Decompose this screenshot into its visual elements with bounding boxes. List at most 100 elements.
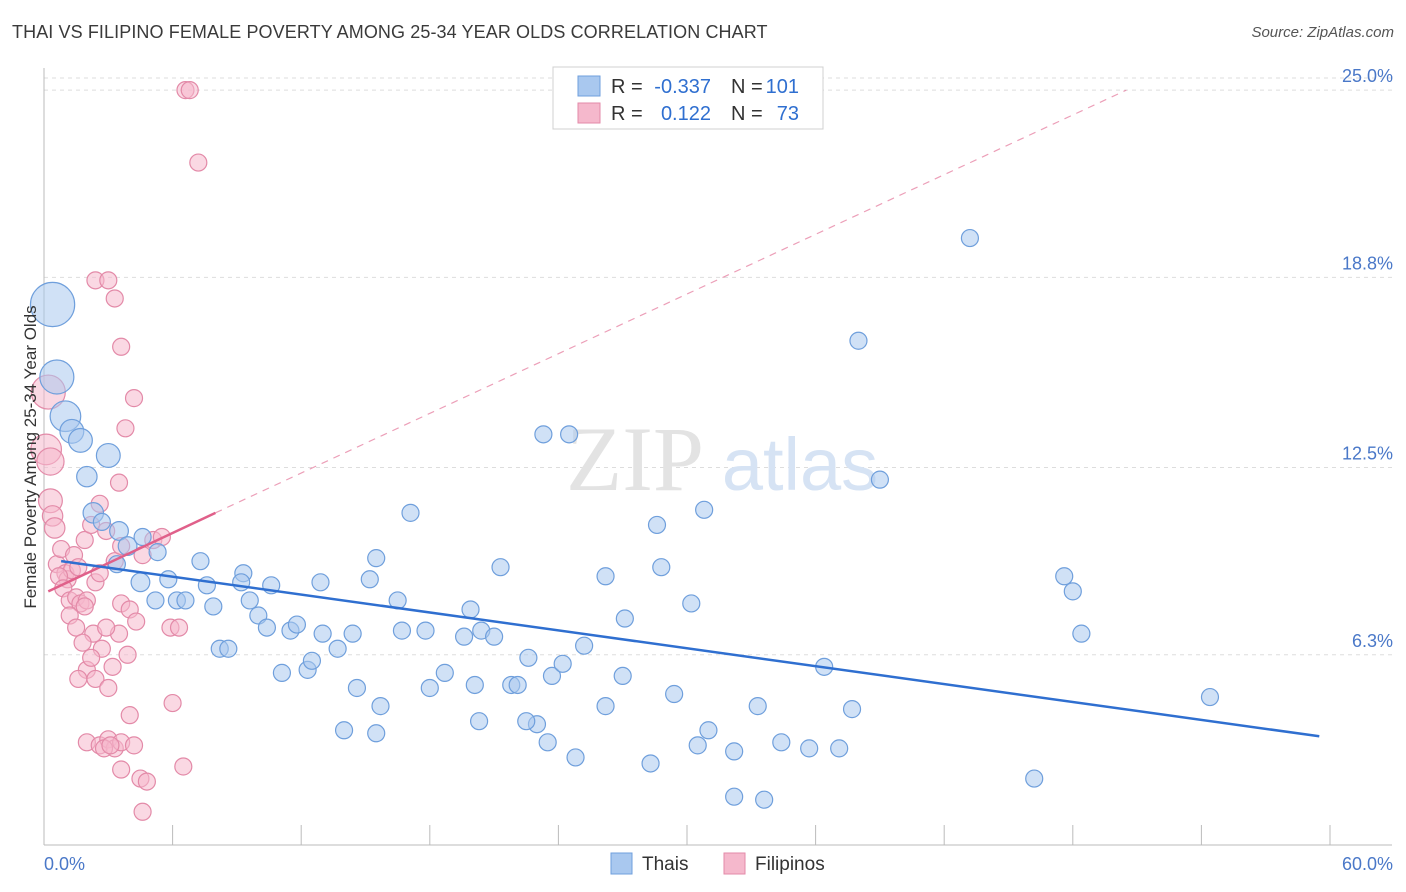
thai-point xyxy=(665,684,684,704)
legend-thai-swatch xyxy=(577,75,601,97)
filipino-point xyxy=(69,669,88,689)
thai-point xyxy=(553,654,572,673)
thai-point xyxy=(39,359,75,395)
thai-point xyxy=(257,618,277,637)
watermark: ZIP atlas xyxy=(566,408,878,510)
thai-point xyxy=(454,627,474,646)
bottom-legend: Thais Filipinos xyxy=(610,852,825,875)
legend-thai-n-value: 101 xyxy=(766,76,799,98)
thai-point xyxy=(560,425,579,444)
thai-point xyxy=(392,621,412,640)
filipino-point xyxy=(112,337,131,356)
thai-point xyxy=(29,281,76,328)
legend-box: R = -0.337 N = 101 R = 0.122 N = 73 xyxy=(552,66,824,130)
legend-thai-r-value: -0.337 xyxy=(654,76,711,98)
thai-point xyxy=(95,442,121,468)
thai-point xyxy=(647,515,667,535)
thai-point xyxy=(538,733,557,752)
thai-point xyxy=(682,594,701,613)
y-tick-label: 12.5% xyxy=(1342,444,1393,464)
filipino-point xyxy=(103,657,122,676)
thai-point xyxy=(615,609,634,628)
thai-point xyxy=(596,567,615,586)
thai-point xyxy=(328,639,347,658)
thai-point xyxy=(695,500,714,519)
filipino-point xyxy=(137,772,156,791)
bottom-legend-filipino-swatch xyxy=(723,852,746,875)
watermark-atlas: atlas xyxy=(722,423,878,506)
thai-point xyxy=(416,621,435,640)
thai-point xyxy=(130,572,151,593)
chart-title: THAI VS FILIPINO FEMALE POVERTY AMONG 25… xyxy=(12,22,768,42)
filipino-trend-line xyxy=(47,511,216,593)
thai-point xyxy=(613,666,632,686)
filipino-point xyxy=(124,736,144,755)
filipino-point xyxy=(116,419,135,438)
filipino-point xyxy=(169,618,189,637)
filipino-point xyxy=(67,618,86,637)
thai-point xyxy=(755,790,774,809)
thai-point xyxy=(772,733,791,752)
thai-point xyxy=(240,591,259,610)
trend-lines xyxy=(47,89,1320,738)
filipino-point xyxy=(105,289,124,308)
filipino-point xyxy=(75,530,94,550)
thai-point xyxy=(469,712,489,731)
y-tick-labels: 6.3% 12.5% 18.8% 25.0% xyxy=(1342,66,1393,651)
thai-point xyxy=(347,678,367,698)
thai-point xyxy=(367,549,386,568)
thai-point xyxy=(960,228,980,248)
filipino-point xyxy=(180,81,199,100)
filipino-point xyxy=(43,517,66,539)
bottom-legend-thai-swatch xyxy=(610,852,633,875)
thai-point xyxy=(401,503,420,522)
filipino-trend-extension xyxy=(215,89,1127,514)
legend-thai-n-label: N = xyxy=(731,76,763,98)
thai-point xyxy=(575,636,594,655)
thai-point xyxy=(287,615,307,634)
legend-thai-r-label: R = xyxy=(611,76,643,98)
filipino-point xyxy=(97,618,116,637)
thai-point xyxy=(313,624,332,643)
thai-point xyxy=(461,600,480,619)
y-tick-label: 25.0% xyxy=(1342,66,1393,86)
filipino-point xyxy=(133,802,152,821)
thai-point xyxy=(517,712,536,731)
thai-point xyxy=(191,552,210,571)
filipino-point xyxy=(99,678,118,698)
thai-point xyxy=(204,597,223,616)
thai-point xyxy=(1025,769,1044,788)
thai-point xyxy=(465,675,484,695)
thai-point xyxy=(176,591,195,610)
thai-point xyxy=(343,624,362,643)
thai-point xyxy=(360,570,379,589)
filipino-point xyxy=(109,473,129,492)
thai-point xyxy=(146,591,165,610)
source-credit: Source: ZipAtlas.com xyxy=(1251,24,1394,41)
filipino-point xyxy=(82,648,101,667)
filipino-point xyxy=(124,389,144,408)
filipino-point xyxy=(127,612,146,631)
legend-filipino-r-value: 0.122 xyxy=(661,103,711,125)
thai-point xyxy=(641,754,660,773)
thai-point xyxy=(508,675,527,695)
thai-point xyxy=(519,648,538,667)
legend-filipino-swatch xyxy=(577,102,601,124)
thai-point xyxy=(491,558,510,577)
filipino-point xyxy=(112,760,131,779)
filipino-point xyxy=(99,271,118,290)
thai-point xyxy=(148,543,167,562)
thai-point xyxy=(870,470,890,489)
thai-point xyxy=(67,427,93,453)
thai-point xyxy=(1072,624,1091,643)
thai-point xyxy=(842,700,862,719)
bottom-legend-filipino-label: Filipinos xyxy=(755,854,825,875)
thai-point xyxy=(725,742,744,761)
thai-point xyxy=(76,465,98,488)
thai-point xyxy=(219,639,238,658)
filipino-point xyxy=(163,693,182,713)
filipino-point xyxy=(120,706,139,725)
thai-point xyxy=(109,521,129,541)
thai-point xyxy=(800,739,819,758)
thais-points xyxy=(29,228,1220,809)
